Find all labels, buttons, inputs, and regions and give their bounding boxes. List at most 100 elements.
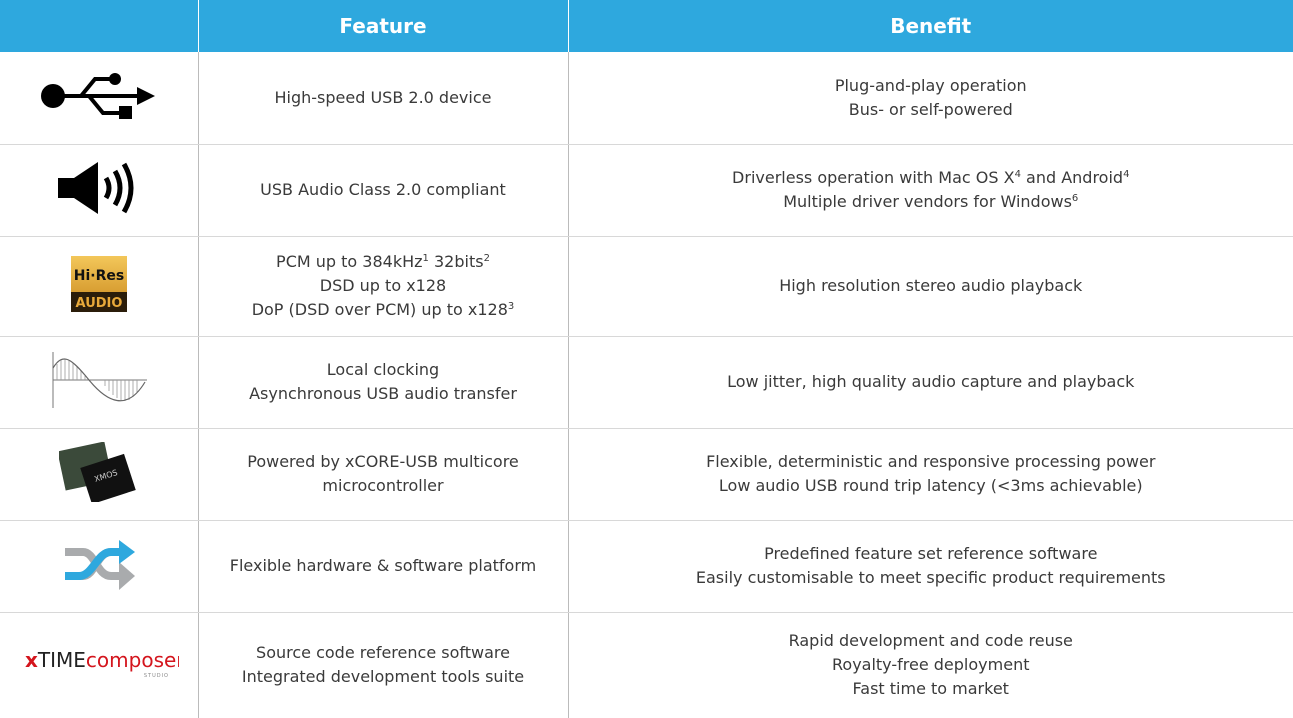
- icon-text: Hi·Res: [74, 268, 124, 284]
- feature-cell: High-speed USB 2.0 device: [198, 52, 569, 145]
- text: Fast time to market: [852, 679, 1009, 699]
- text: PCM up to 384kHz: [276, 252, 423, 271]
- icon-cell: xTIMEcomposer STUDIO: [0, 612, 199, 718]
- text-line: Integrated development tools suite: [199, 665, 568, 689]
- icon-cell: [0, 520, 199, 613]
- text: DoP (DSD over PCM) up to x128: [251, 300, 508, 319]
- shuffle-icon: [64, 540, 135, 590]
- text: Rapid development and code reuse: [788, 631, 1073, 651]
- text: Low audio USB round trip latency (<3ms a…: [718, 476, 1143, 495]
- text-line: High resolution stereo audio playback: [569, 274, 1293, 298]
- text: and Android: [1020, 168, 1124, 187]
- row: High-speed USB 2.0 device Plug-and-play …: [0, 52, 1293, 145]
- icon-cell: Hi·Res AUDIO: [0, 236, 199, 337]
- logo-text: xTIMEcomposer: [25, 648, 179, 672]
- xtimecomposer-logo: xTIMEcomposer STUDIO: [25, 648, 185, 679]
- feature-cell: Local clocking Asynchronous USB audio tra…: [198, 336, 569, 429]
- benefit-cell: Driverless operation with Mac OS X4 and …: [568, 144, 1293, 237]
- footnote-ref: 1: [422, 253, 429, 264]
- text-line: Fast time to market: [569, 677, 1293, 701]
- header-cell: Benefit: [568, 0, 1293, 52]
- text-line: Multiple driver vendors for Windows6: [569, 190, 1293, 214]
- text: Source code reference software: [256, 643, 510, 663]
- benefit-cell: High resolution stereo audio playback: [568, 236, 1293, 337]
- text-line: Predefined feature set reference softwar…: [569, 542, 1293, 566]
- footnote-ref: 4: [1014, 169, 1021, 180]
- text-line: Local clocking: [199, 358, 568, 382]
- text: Local clocking: [326, 360, 440, 379]
- text: Flexible, deterministic and responsive p…: [706, 452, 1156, 471]
- row: USB Audio Class 2.0 compliant Driverless…: [0, 144, 1293, 237]
- text-line: Flexible hardware & software platform: [199, 554, 568, 578]
- icon-text: AUDIO: [75, 296, 122, 311]
- text: Easily customisable to meet specific pro…: [695, 568, 1166, 587]
- benefit-cell: Low jitter, high quality audio capture a…: [568, 336, 1293, 429]
- logo-text: STUDIO: [144, 673, 169, 679]
- text: High resolution stereo audio playback: [779, 276, 1083, 295]
- text: Powered by xCORE-USB multicore: [247, 452, 519, 471]
- row: Flexible hardware & software platform Pr…: [0, 520, 1293, 613]
- feature-cell: Flexible hardware & software platform: [198, 520, 569, 613]
- feature-cell: USB Audio Class 2.0 compliant: [198, 144, 569, 237]
- text: Flexible hardware & software platform: [229, 556, 537, 575]
- text: Bus- or self-powered: [848, 99, 1013, 119]
- text: Multiple driver vendors for Windows: [783, 192, 1072, 211]
- logo-text: x: [25, 648, 38, 672]
- footnote-ref: 2: [483, 253, 490, 264]
- text-line: Plug-and-play operation: [569, 74, 1293, 98]
- text: DSD up to x128: [319, 276, 447, 295]
- logo-text: TIME: [37, 648, 86, 672]
- clock-wave-icon: [52, 352, 147, 408]
- text-line: Asynchronous USB audio transfer: [199, 382, 568, 406]
- footnote-ref: 6: [1071, 193, 1079, 204]
- row: XMOS Powered by xCORE-USB multicore micro…: [0, 428, 1293, 521]
- text-line: Low jitter, high quality audio capture a…: [569, 370, 1293, 394]
- text-line: Easily customisable to meet specific pro…: [569, 566, 1293, 590]
- speaker-icon: [57, 162, 134, 214]
- feature-cell: PCM up to 384kHz1 32bits2 DSD up to x128 D…: [198, 236, 569, 337]
- icon-cell: [0, 336, 199, 429]
- icon-cell: XMOS: [0, 428, 199, 521]
- icon-cell: [0, 52, 199, 145]
- text-line: Powered by xCORE-USB multicore: [199, 450, 568, 474]
- benefit-cell: Predefined feature set reference softwar…: [568, 520, 1293, 613]
- benefit-cell: Flexible, deterministic and responsive p…: [568, 428, 1293, 521]
- text-line: microcontroller: [199, 474, 568, 498]
- text-line: Driverless operation with Mac OS X4 and …: [569, 166, 1293, 190]
- benefit-cell: Rapid development and code reuse Royalty-…: [568, 612, 1293, 718]
- text-line: DSD up to x128: [199, 274, 568, 298]
- hires-icon: Hi·Res AUDIO: [70, 256, 127, 312]
- text-line: Royalty-free deployment: [569, 653, 1293, 677]
- text: Integrated development tools suite: [241, 667, 525, 687]
- text-line: Rapid development and code reuse: [569, 629, 1293, 653]
- text-line: Low audio USB round trip latency (<3ms a…: [569, 474, 1293, 498]
- text: Asynchronous USB audio transfer: [249, 384, 517, 403]
- text: Driverless operation with Mac OS X: [732, 168, 1015, 187]
- text-line: Source code reference software: [199, 641, 568, 665]
- text-line: PCM up to 384kHz1 32bits2: [199, 250, 568, 274]
- feature-cell: Source code reference software Integrated…: [198, 612, 569, 718]
- header-row: Feature Benefit: [0, 0, 1293, 52]
- footnote-ref: 3: [507, 301, 515, 312]
- text: Plug-and-play operation: [834, 75, 1027, 95]
- text: USB Audio Class 2.0 compliant: [260, 180, 506, 199]
- logo-text: composer: [86, 648, 179, 672]
- feature-cell: Powered by xCORE-USB multicore microcontr…: [198, 428, 569, 521]
- text: 32bits: [428, 252, 484, 271]
- text-line: Flexible, deterministic and responsive p…: [569, 450, 1293, 474]
- row: Hi·Res AUDIO PCM up to 384kHz1 32bits2 DS…: [0, 236, 1293, 337]
- row: xTIMEcomposer STUDIO Source code referen…: [0, 612, 1293, 718]
- text: Low jitter, high quality audio capture a…: [727, 372, 1135, 391]
- footnote-ref: 4: [1123, 169, 1130, 180]
- chip-icon: XMOS: [57, 441, 136, 505]
- text: Royalty-free deployment: [832, 655, 1030, 675]
- header-cell: Feature: [198, 0, 569, 52]
- text-line: High-speed USB 2.0 device: [199, 86, 568, 110]
- icon-cell: [0, 144, 199, 237]
- usb-icon: [40, 72, 155, 119]
- header-cell: [0, 0, 199, 52]
- text: microcontroller: [322, 476, 444, 495]
- row: Local clocking Asynchronous USB audio tra…: [0, 336, 1293, 429]
